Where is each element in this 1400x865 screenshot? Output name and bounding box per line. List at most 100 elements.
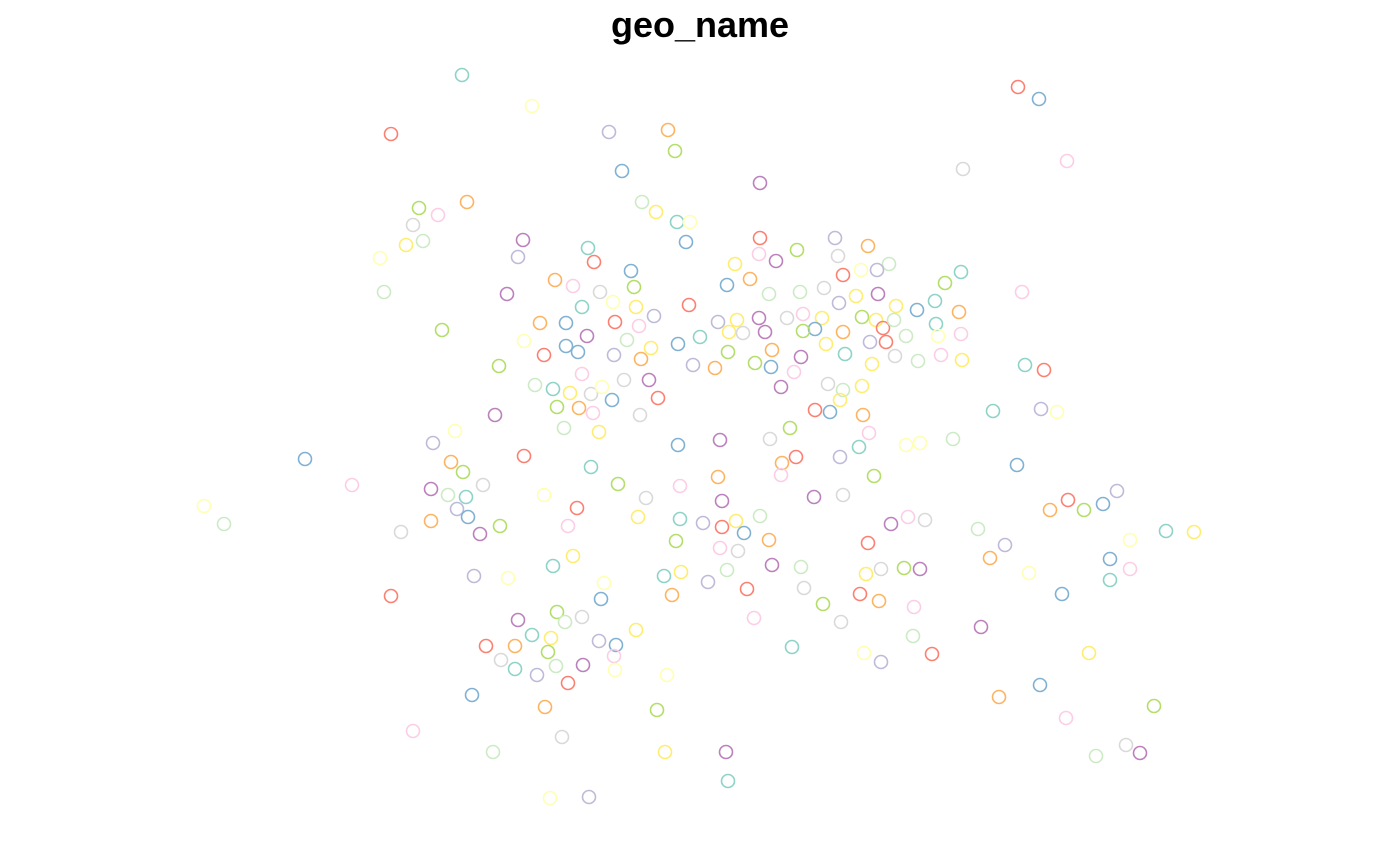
scatter-point <box>848 288 864 304</box>
scatter-point <box>554 729 570 745</box>
scatter-point <box>869 262 885 278</box>
scatter-point <box>632 407 648 423</box>
scatter-point <box>593 591 609 607</box>
scatter-point <box>970 521 986 537</box>
scatter-point <box>398 237 414 253</box>
scatter-point <box>672 478 688 494</box>
scatter-point <box>542 790 558 806</box>
scatter-point <box>898 437 914 453</box>
scatter-point <box>547 272 563 288</box>
scatter-point <box>558 315 574 331</box>
scatter-point <box>608 637 624 653</box>
scatter-point <box>1102 551 1118 567</box>
scatter-point <box>900 509 916 525</box>
scatter-point <box>1122 561 1138 577</box>
scatter-point <box>945 431 961 447</box>
scatter-point <box>571 400 587 416</box>
scatter-point <box>700 574 716 590</box>
scatter-point <box>792 284 808 300</box>
scatter-point <box>558 338 574 354</box>
scatter-point <box>736 525 752 541</box>
scatter-point <box>1033 401 1049 417</box>
scatter-point <box>910 353 926 369</box>
scatter-point <box>536 487 552 503</box>
scatter-point <box>537 699 553 715</box>
scatter-point <box>896 560 912 576</box>
scatter-point <box>516 448 532 464</box>
scatter-point <box>719 277 735 293</box>
scatter-point <box>610 476 626 492</box>
scatter-point <box>852 586 868 602</box>
scatter-point <box>795 306 811 322</box>
scatter-point <box>565 278 581 294</box>
scatter-point <box>985 403 1001 419</box>
scatter-point <box>833 614 849 630</box>
scatter-point <box>574 299 590 315</box>
scatter-point <box>579 328 595 344</box>
scatter-point <box>540 644 556 660</box>
scatter-point <box>626 279 642 295</box>
scatter-point <box>669 214 685 230</box>
scatter-point <box>604 392 620 408</box>
scatter-point <box>631 318 647 334</box>
scatter-point <box>585 405 601 421</box>
scatter-point <box>638 490 654 506</box>
scatter-point <box>730 543 746 559</box>
scatter-point <box>1009 457 1025 473</box>
scatter-point <box>789 242 805 258</box>
scatter-point <box>532 315 548 331</box>
scatter-point <box>492 518 508 534</box>
scatter-point <box>1186 524 1202 540</box>
scatter-point <box>596 575 612 591</box>
scatter-point <box>835 487 851 503</box>
scatter-point <box>763 359 779 375</box>
scatter-point <box>721 324 737 340</box>
scatter-point <box>485 744 501 760</box>
scatter-point <box>581 789 597 805</box>
scatter-point <box>681 297 697 313</box>
scatter-point <box>1010 79 1026 95</box>
scatter-point <box>529 667 545 683</box>
scatter-point <box>710 314 726 330</box>
scatter-point <box>761 532 777 548</box>
scatter-point <box>607 662 623 678</box>
scatter-point <box>815 596 831 612</box>
scatter-point <box>761 286 777 302</box>
scatter-point <box>601 124 617 140</box>
scatter-point <box>695 515 711 531</box>
scatter-point <box>459 194 475 210</box>
scatter-point <box>524 627 540 643</box>
scatter-point <box>1014 284 1030 300</box>
scatter-point <box>927 293 943 309</box>
scatter-point <box>955 161 971 177</box>
scatter-point <box>475 477 491 493</box>
scatter-point <box>607 314 623 330</box>
scatter-point <box>1054 586 1070 602</box>
scatter-point <box>536 347 552 363</box>
scatter-point <box>491 358 507 374</box>
scatter-point <box>499 286 515 302</box>
scatter-point <box>854 309 870 325</box>
scatter-point <box>954 352 970 368</box>
scatter-point <box>764 557 780 573</box>
scatter-point <box>633 351 649 367</box>
scatter-point <box>822 404 838 420</box>
scatter-point <box>727 256 743 272</box>
scatter-point <box>560 518 576 534</box>
scatter-point <box>729 312 745 328</box>
scatter-point <box>782 420 798 436</box>
scatter-point <box>580 240 596 256</box>
scatter-point <box>909 302 925 318</box>
scatter-point <box>443 454 459 470</box>
scatter-point <box>864 356 880 372</box>
scatter-point <box>545 381 561 397</box>
scatter-point <box>997 537 1013 553</box>
scatter-point <box>742 271 758 287</box>
scatter-point <box>788 449 804 465</box>
scatter-point <box>1021 565 1037 581</box>
scatter-point <box>383 588 399 604</box>
scatter-point <box>664 587 680 603</box>
scatter-point <box>487 407 503 423</box>
scatter-point <box>827 230 843 246</box>
